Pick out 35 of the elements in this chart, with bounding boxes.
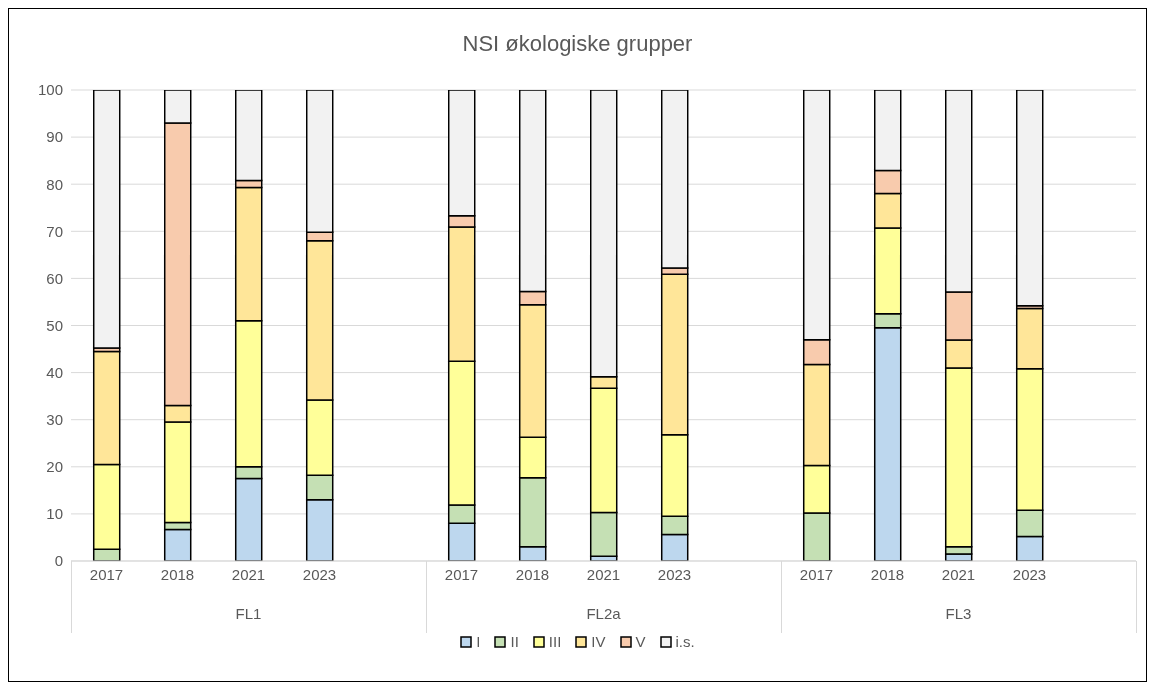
legend-label: V [635, 633, 646, 650]
y-tick-label: 100 [37, 81, 63, 99]
y-tick-label: 20 [46, 458, 63, 476]
bar [1015, 90, 1044, 307]
x-tick-label: 2021 [941, 565, 976, 583]
text: FL3 [944, 605, 973, 622]
x-tick-label: 2021 [586, 565, 621, 583]
legend-label: IV [591, 633, 606, 650]
x-tick-label: 2018 [160, 565, 195, 583]
text: FL2a [585, 605, 622, 622]
x-tick-label: 2023 [302, 565, 337, 583]
bar [92, 90, 121, 349]
y-tick-label: 90 [46, 128, 63, 146]
x-tick-label: 2018 [515, 565, 550, 583]
legend-label: III [548, 633, 562, 650]
y-tick-label: 10 [46, 505, 63, 523]
y-tick-label: 40 [46, 363, 63, 381]
y-tick-label: 80 [46, 175, 63, 193]
x-tick-label: 2017 [89, 565, 124, 583]
x-tick-label: 2018 [870, 565, 905, 583]
x-tick-label: 2017 [444, 565, 479, 583]
y-tick-label: 0 [54, 552, 63, 570]
x-tick-label: 2023 [657, 565, 692, 583]
y-tick-label: 30 [46, 411, 63, 429]
y-tick-label: 50 [46, 316, 63, 334]
legend-label: i.s. [675, 633, 695, 650]
y-tick-label: 60 [46, 269, 63, 287]
x-tick-label: 2023 [1012, 565, 1047, 583]
x-tick-label: 2017 [799, 565, 834, 583]
chart-title: NSI økologiske grupper [461, 31, 694, 57]
legend-label: I [476, 633, 481, 650]
text: FL1 [234, 605, 263, 622]
x-tick-label: 2021 [231, 565, 266, 583]
legend-label: II [510, 633, 519, 650]
y-tick-label: 70 [46, 222, 63, 240]
